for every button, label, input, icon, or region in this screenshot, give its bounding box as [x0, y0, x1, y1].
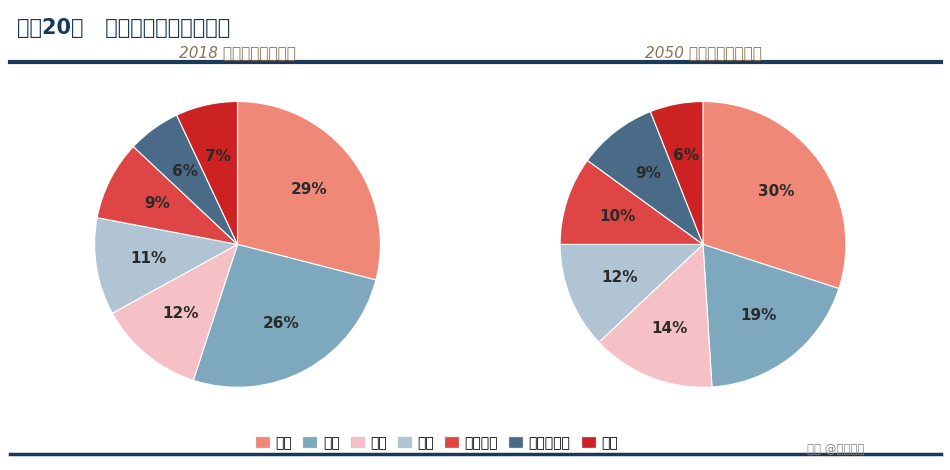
Wedge shape [560, 244, 703, 342]
Text: 6%: 6% [172, 164, 198, 179]
Legend: 交通, 建筑, 包装, 电子, 机器设备, 耐用消费品, 其他: 交通, 建筑, 包装, 电子, 机器设备, 耐用消费品, 其他 [251, 431, 623, 456]
Wedge shape [112, 244, 238, 380]
Wedge shape [560, 160, 703, 244]
Wedge shape [651, 102, 703, 244]
Text: 9%: 9% [635, 166, 661, 181]
Text: 6%: 6% [674, 149, 699, 164]
Text: 图表20：   各部门用铝需求及测算: 图表20： 各部门用铝需求及测算 [17, 18, 230, 39]
Title: 2018 年各部门用铝需求: 2018 年各部门用铝需求 [179, 46, 296, 61]
Wedge shape [587, 111, 703, 244]
Text: 29%: 29% [291, 182, 327, 197]
Wedge shape [95, 218, 238, 313]
Text: 头条 @未来智库: 头条 @未来智库 [807, 443, 864, 456]
Text: 12%: 12% [601, 270, 637, 285]
Text: 26%: 26% [262, 316, 299, 331]
Wedge shape [238, 102, 380, 280]
Text: 30%: 30% [757, 184, 794, 199]
Text: 9%: 9% [144, 196, 170, 211]
Text: 19%: 19% [740, 308, 776, 323]
Wedge shape [177, 102, 238, 244]
Wedge shape [703, 102, 846, 289]
Wedge shape [194, 244, 376, 387]
Text: 10%: 10% [599, 209, 636, 224]
Wedge shape [598, 244, 712, 387]
Text: 11%: 11% [130, 251, 166, 266]
Wedge shape [703, 244, 839, 387]
Wedge shape [97, 147, 238, 244]
Wedge shape [133, 115, 238, 244]
Text: 7%: 7% [205, 149, 231, 164]
Title: 2050 年各部门用铝需求: 2050 年各部门用铝需求 [644, 46, 762, 61]
Text: 12%: 12% [162, 306, 199, 321]
Text: 14%: 14% [652, 321, 688, 336]
